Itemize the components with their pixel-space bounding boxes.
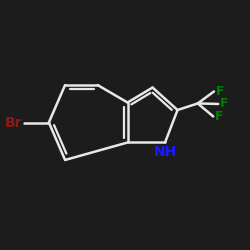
Text: NH: NH [154,145,177,159]
Text: Br: Br [4,116,22,130]
Text: F: F [215,110,224,123]
Text: F: F [216,85,224,98]
Text: F: F [220,98,229,110]
